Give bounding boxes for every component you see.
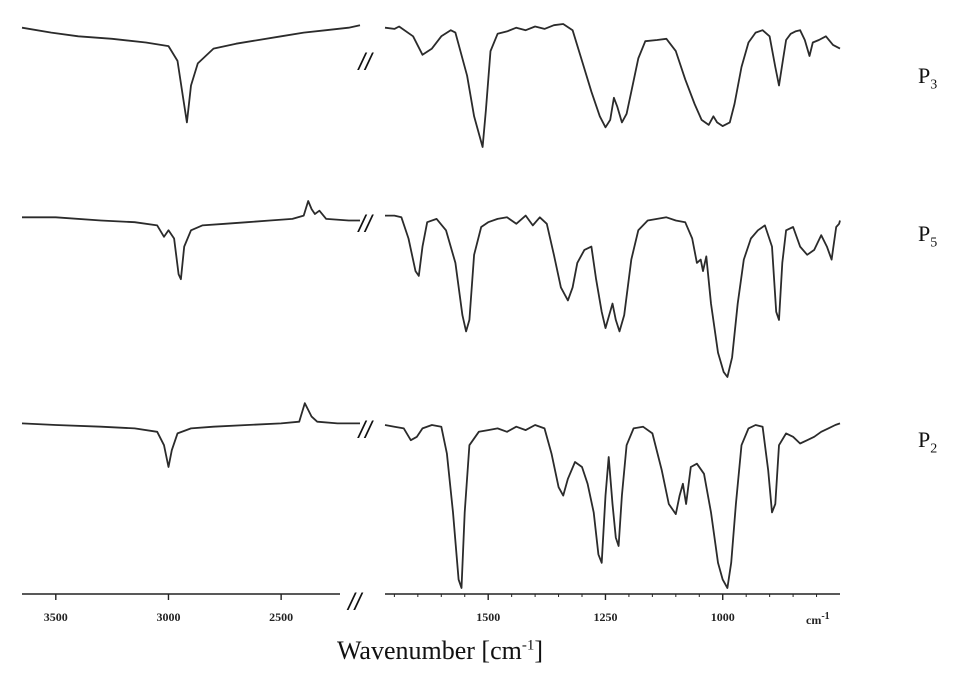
x-tick-label-2500: 2500	[269, 610, 293, 624]
x-tick-label-1500: 1500	[476, 610, 500, 624]
x-tick-label-1000: 1000	[711, 610, 735, 624]
spectrum-label-p2: P2	[918, 427, 938, 457]
spectrum-p3-low-segment	[384, 23, 841, 148]
axis-unit-label: cm-1	[806, 611, 830, 627]
spectrum-p2-low-segment	[384, 422, 841, 589]
x-tick-label-3500: 3500	[44, 610, 68, 624]
spectrum-p5-high-segment	[22, 200, 360, 281]
spectrum-p2-high-segment	[21, 402, 360, 468]
x-tick-label-3000: 3000	[156, 610, 180, 624]
spectrum-p5-low-segment	[385, 214, 841, 378]
spectrum-p3-high-segment	[21, 24, 361, 124]
x-tick-label-1250: 1250	[593, 610, 617, 624]
axis-break-mark-p3: //	[357, 49, 375, 76]
axis-break-mark-p5: //	[357, 211, 375, 238]
x-axis-title: Wavenumber [cm-1]	[336, 636, 544, 665]
spectrum-label-p5: P5	[918, 221, 938, 251]
axis-break-mark-x: //	[346, 589, 364, 616]
axis-break-mark-p2: //	[357, 417, 375, 444]
spectrum-label-p3: P3	[918, 63, 938, 93]
